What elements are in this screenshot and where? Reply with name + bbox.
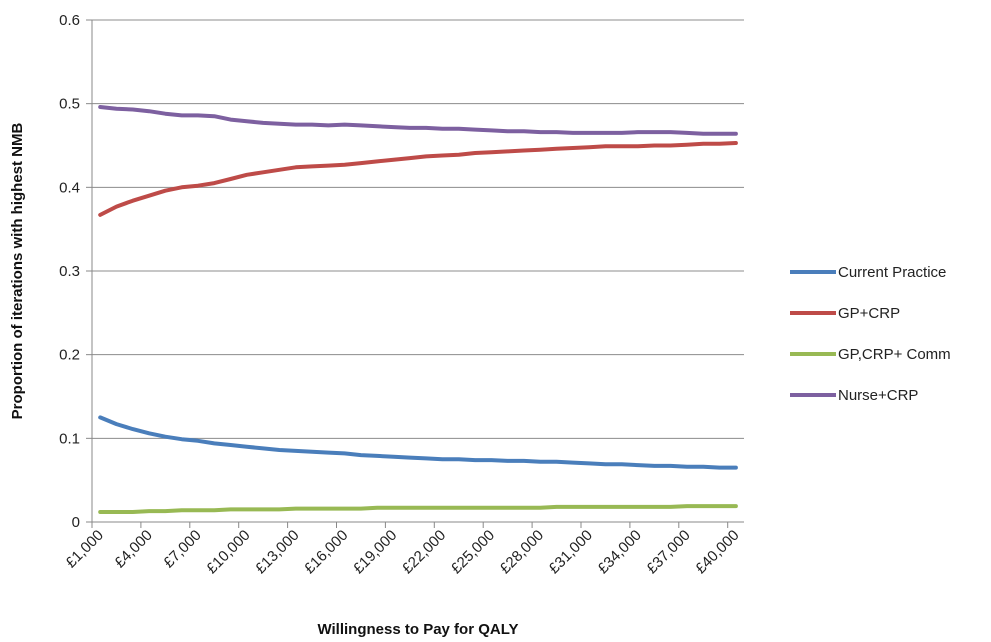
y-tick-label: 0.1 — [59, 430, 80, 447]
x-tick-label: £1,000 — [63, 527, 107, 571]
x-tick-label: £40,000 — [692, 527, 742, 577]
x-tick-label: £13,000 — [252, 527, 302, 577]
legend-label: GP,CRP+ Comm — [838, 346, 951, 363]
y-tick-labels: 0 0.1 0.2 0.3 0.4 0.5 0.6 — [59, 12, 80, 531]
series-line-gp-crp-comm — [98, 504, 738, 514]
x-tick-label: £16,000 — [301, 527, 351, 577]
y-tick-label: 0.4 — [59, 179, 80, 196]
x-tick-label: £4,000 — [111, 527, 155, 571]
x-tick-label: £34,000 — [595, 527, 645, 577]
y-tick-label: 0.2 — [59, 347, 80, 364]
y-tick-label: 0.5 — [59, 96, 80, 113]
series-lines — [98, 105, 738, 514]
x-tick-label: £28,000 — [497, 527, 547, 577]
axes — [91, 20, 744, 523]
x-tick-label: £7,000 — [160, 527, 204, 571]
y-tick-label: 0.3 — [59, 263, 80, 280]
legend-label: Current Practice — [838, 264, 946, 281]
y-tick-label: 0.6 — [59, 12, 80, 29]
series-line-gp-crp — [98, 141, 738, 217]
series-line-current-practice — [98, 415, 738, 470]
y-axis-title: Proportion of iterations with highest NM… — [9, 123, 26, 420]
x-tick-label: £19,000 — [350, 527, 400, 577]
x-tick-labels: £1,000 £4,000 £7,000£10,000£13,000£16,000£… — [63, 527, 743, 577]
x-tick-label: £37,000 — [643, 527, 693, 577]
x-tick-label: £22,000 — [399, 527, 449, 577]
gridlines — [86, 19, 744, 528]
x-tick-label: £10,000 — [203, 527, 253, 577]
x-tick-label: £31,000 — [546, 527, 596, 577]
legend-label: GP+CRP — [838, 305, 900, 322]
y-tick-label: 0 — [72, 514, 80, 531]
legend-label: Nurse+CRP — [838, 387, 918, 404]
x-axis-title: Willingness to Pay for QALY — [317, 621, 518, 638]
legend: Current Practice GP+CRP GP,CRP+ Comm Nurse+… — [790, 264, 951, 404]
series-line-nurse-crp — [98, 105, 738, 136]
x-tick-label: £25,000 — [448, 527, 498, 577]
